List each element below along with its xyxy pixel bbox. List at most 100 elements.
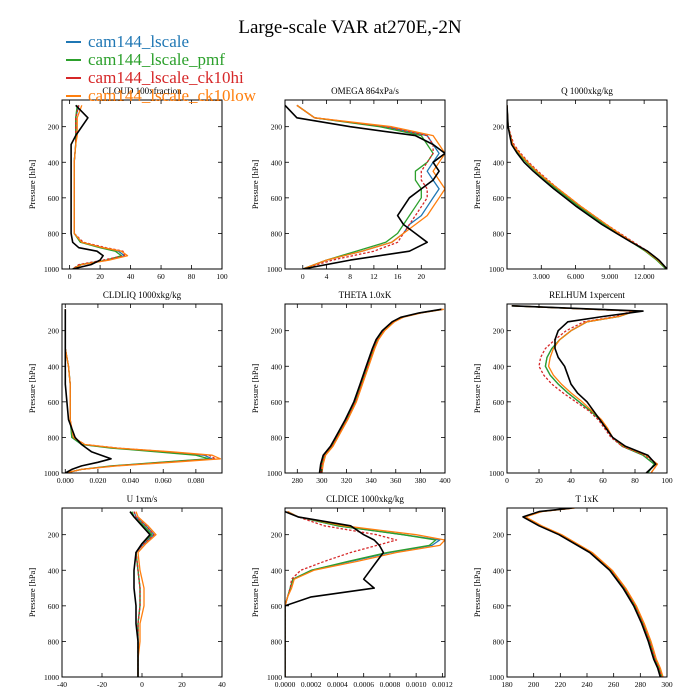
series-line-4	[64, 309, 222, 473]
panel-title: RELHUM 1xpercent	[549, 290, 625, 300]
x-tick-label: 300	[316, 476, 328, 485]
y-axis-label: Pressure [hPa]	[472, 568, 482, 618]
x-tick-label: 80	[188, 272, 196, 281]
panel-2: 0 4 8 12 16 20 200 400 600 800 1000 Pressure [hPa] O…	[250, 86, 446, 281]
x-tick-label: 280	[292, 476, 304, 485]
x-tick-label: -40	[57, 680, 67, 689]
y-tick-label: 400	[271, 158, 283, 167]
x-tick-label: 220	[555, 680, 567, 689]
plot-frame	[61, 99, 223, 270]
y-tick-label: 1000	[44, 673, 59, 682]
x-tick-label: 380	[415, 476, 427, 485]
y-tick-label: 400	[493, 158, 505, 167]
plot-frame	[506, 303, 668, 474]
series-line-2	[511, 305, 655, 473]
y-axis-label: Pressure [hPa]	[250, 364, 260, 414]
series-line-4	[72, 105, 129, 269]
series-line-2	[296, 104, 434, 269]
panel-4: 0.000 0.020 0.040 0.060 0.080 200 400 600 800 100…	[27, 290, 223, 485]
x-tick-label: 40	[127, 272, 135, 281]
y-tick-label: 600	[48, 602, 60, 611]
panel-7: -40 -20 0 20 40 200 400 600 800 1000 Pressure [hPa…	[27, 494, 226, 689]
series-group	[507, 105, 667, 269]
y-tick-label: 1000	[44, 469, 59, 478]
series-group	[511, 305, 659, 473]
x-tick-label: 0.080	[187, 476, 204, 485]
x-tick-label: 20	[96, 272, 104, 281]
y-axis-label: Pressure [hPa]	[27, 160, 37, 210]
x-tick-label: 0.0004	[327, 680, 348, 689]
x-tick-label: 100	[216, 272, 228, 281]
series-line-5	[64, 309, 112, 473]
x-tick-label: 40	[218, 680, 226, 689]
series-line-1	[507, 105, 667, 269]
y-tick-label: 800	[493, 637, 505, 646]
panel-title: CLOUD 100xfraction	[102, 86, 182, 96]
series-group	[318, 308, 444, 473]
y-tick-label: 1000	[489, 673, 504, 682]
series-line-3	[133, 511, 155, 677]
series-line-1	[523, 508, 663, 677]
y-tick-label: 1000	[489, 265, 504, 274]
x-tick-label: 0.0002	[301, 680, 322, 689]
y-tick-label: 800	[493, 433, 505, 442]
x-tick-label: 0.060	[155, 476, 172, 485]
y-tick-label: 800	[271, 433, 283, 442]
y-tick-label: 400	[48, 362, 60, 371]
x-tick-label: 0	[68, 272, 72, 281]
y-tick-label: 200	[48, 327, 60, 336]
y-tick-label: 1000	[267, 265, 282, 274]
y-axis-label: Pressure [hPa]	[472, 160, 482, 210]
series-group	[70, 104, 129, 269]
y-tick-label: 400	[271, 362, 283, 371]
series-line-4	[507, 105, 667, 269]
x-tick-label: 8	[348, 272, 352, 281]
panel-5: 280 300 320 340 360 380 400 200 400 600 800 1000 Pre…	[250, 290, 451, 485]
x-tick-label: 20	[178, 680, 186, 689]
panel-title: U 1xm/s	[127, 494, 158, 504]
x-tick-label: 0	[301, 272, 305, 281]
series-line-1	[511, 305, 655, 473]
x-tick-label: 0	[140, 680, 144, 689]
y-tick-label: 400	[48, 158, 60, 167]
y-tick-label: 400	[48, 566, 60, 575]
y-tick-label: 600	[493, 602, 505, 611]
panel-3: 3.000 6.000 9.000 12.000 200 400 600 800 1000 Pre…	[472, 86, 668, 281]
x-tick-label: 12.000	[634, 272, 655, 281]
plot-frame	[284, 507, 446, 678]
y-axis-label: Pressure [hPa]	[27, 568, 37, 618]
panel-1: 0 20 40 60 80 100 200 400 600 800 1000 Pressure [hP…	[27, 86, 228, 281]
series-line-4	[296, 104, 445, 269]
series-group	[285, 510, 445, 677]
y-tick-label: 200	[271, 531, 283, 540]
y-tick-label: 200	[493, 327, 505, 336]
y-tick-label: 1000	[267, 469, 282, 478]
panel-title: T 1xK	[575, 494, 599, 504]
x-tick-label: 0.040	[122, 476, 139, 485]
series-line-5	[285, 510, 385, 677]
y-tick-label: 400	[271, 566, 283, 575]
panel-title: Q 1000xkg/kg	[561, 86, 613, 96]
panel-6: 0 20 40 60 80 100 200 400 600 800 1000 Pressure [hP…	[472, 290, 673, 485]
legend-entry: cam144_lscale_pmf	[88, 50, 225, 69]
y-tick-label: 600	[271, 398, 283, 407]
plot-frame	[506, 99, 668, 270]
panel-8: 0.0000 0.0002 0.0004 0.0006 0.0008 0.0010 0.00…	[250, 494, 453, 689]
x-tick-label: -20	[97, 680, 107, 689]
y-tick-label: 200	[493, 123, 505, 132]
panel-title: THETA 1.0xK	[339, 290, 392, 300]
y-tick-label: 800	[271, 229, 283, 238]
y-tick-label: 800	[48, 433, 60, 442]
x-tick-label: 0	[505, 476, 509, 485]
y-tick-label: 1000	[489, 469, 504, 478]
x-tick-label: 300	[661, 680, 673, 689]
x-tick-label: 240	[581, 680, 593, 689]
x-tick-label: 12	[370, 272, 378, 281]
x-tick-label: 40	[567, 476, 575, 485]
x-tick-label: 20	[535, 476, 543, 485]
x-tick-label: 0.0000	[275, 680, 296, 689]
plot-frame	[284, 99, 446, 270]
plot-frame	[61, 303, 223, 474]
series-line-4	[511, 305, 659, 473]
